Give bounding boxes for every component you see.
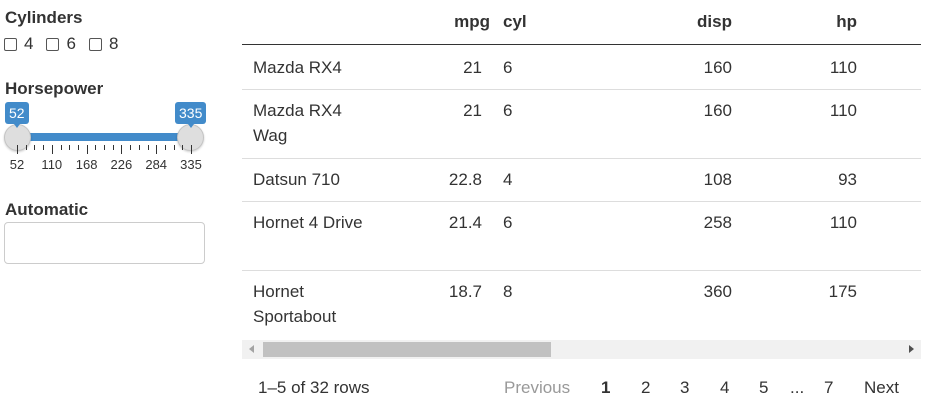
table-row: Datsun 710 22.8 4 108 93 [242,159,921,202]
slider-max-value-tag: 335 [175,102,207,128]
slider-major-tick [86,145,88,154]
checkbox-4-label[interactable]: 4 [24,34,34,53]
slider-minor-tick [34,145,36,150]
cell-hp: 110 [829,58,857,77]
cylinders-checkbox-group: 4 6 8 [4,34,131,54]
slider-major-tick [191,145,192,154]
column-header-hp[interactable]: hp [836,12,857,31]
page-button-5[interactable]: 5 [759,378,769,397]
cell-name: Datsun 710 [253,170,340,189]
cell-disp: 160 [703,58,732,77]
slider-major-tick [51,145,53,154]
cell-mpg: 21.4 [448,213,482,232]
cell-hp: 93 [838,170,857,189]
cell-name: Hornet 4 Drive [253,213,363,232]
page-button-7[interactable]: 7 [824,378,834,397]
slider-handle-max[interactable] [177,124,204,151]
horsepower-range-slider[interactable]: 52 335 52 110 168 226 284 335 [0,100,215,180]
column-header-mpg[interactable]: mpg [454,12,490,31]
slider-minor-tick [130,145,132,150]
column-header-disp[interactable]: disp [697,12,732,31]
page-button-2[interactable]: 2 [641,378,651,397]
slider-minor-tick [164,145,166,150]
table-row: Mazda RX4 Wag 21 6 160 110 [242,90,921,159]
page-button-4[interactable]: 4 [720,378,730,397]
slider-minor-tick [69,145,71,150]
table-row: Hornet 4 Drive 21.4 6 258 110 [242,202,921,271]
slider-minor-tick [182,145,184,150]
slider-grid-label: 110 [41,157,63,172]
cylinders-option-6[interactable]: 6 [46,34,76,54]
cell-cyl: 6 [503,213,513,232]
cell-cyl: 6 [503,101,513,120]
checkbox-4[interactable] [4,37,17,51]
pagination-ellipsis: ... [790,378,805,397]
cell-disp: 160 [703,101,732,120]
scrollbar-thumb[interactable] [263,342,551,357]
slider-grid-label: 335 [180,157,202,172]
cell-cyl: 8 [503,282,513,301]
checkbox-6-label[interactable]: 6 [66,34,76,53]
cell-cyl: 6 [503,58,513,77]
cell-name: Mazda RX4 Wag [253,101,342,145]
slider-grid-label: 168 [75,157,98,172]
filter-sidebar: Cylinders 4 6 8 Horsepower 52 335 52 110 1… [0,0,215,411]
page-button-1[interactable]: 1 [601,378,611,397]
cell-hp: 110 [829,101,857,120]
checkbox-8-label[interactable]: 8 [108,34,119,53]
page-button-3[interactable]: 3 [680,378,690,397]
cell-mpg: 22.8 [448,170,482,189]
data-table: mpg cyl disp hp Mazda RX4 21 6 160 110 M… [242,0,921,340]
cell-mpg: 21 [463,101,482,120]
cell-cyl: 4 [503,170,513,189]
header-divider [242,44,921,45]
slider-grid-ticks [17,145,192,157]
slider-selected-range [17,133,191,141]
cell-disp: 258 [703,213,732,232]
cell-hp: 175 [828,282,857,301]
pagination-next-button[interactable]: Next [864,378,899,397]
column-header-cyl[interactable]: cyl [503,12,527,31]
cell-hp: 110 [829,213,857,232]
slider-minor-tick [173,145,175,150]
slider-minor-tick [112,145,114,150]
automatic-label: Automatic [5,200,89,219]
slider-minor-tick [60,145,62,150]
slider-minor-tick [95,145,97,150]
table-info: 1–5 of 32 rows [258,378,370,397]
checkbox-6[interactable] [46,37,60,51]
cell-mpg: 18.7 [448,282,482,301]
slider-minor-tick [43,145,45,150]
cell-disp: 360 [703,282,732,301]
scroll-left-arrow-icon[interactable] [249,345,254,353]
cell-mpg: 21 [463,58,482,77]
slider-major-tick [121,145,123,154]
slider-minor-tick [104,145,105,150]
slider-minor-tick [25,145,27,150]
slider-major-tick [17,145,18,154]
automatic-input[interactable] [4,222,205,264]
table-row: Mazda RX4 21 6 160 110 [242,45,921,90]
cylinders-option-4[interactable]: 4 [4,34,33,54]
horizontal-scrollbar[interactable] [242,340,921,359]
horsepower-label: Horsepower [5,79,104,98]
cell-name: Mazda RX4 [253,58,342,77]
slider-min-value-tag: 52 [5,102,29,128]
pagination-previous-button[interactable]: Previous [504,378,571,397]
slider-minor-tick [77,145,79,150]
checkbox-8[interactable] [88,37,102,51]
slider-grid-label: 52 [9,157,25,172]
slider-minor-tick [147,145,149,150]
slider-grid-label: 226 [110,157,133,172]
cell-disp: 108 [703,170,732,189]
cylinders-option-8[interactable]: 8 [88,34,119,54]
cell-name: Hornet Sportabout [253,282,337,326]
slider-grid-label: 284 [145,157,168,172]
cylinders-label: Cylinders [5,8,83,27]
slider-major-tick [156,145,158,154]
table-row: Hornet Sportabout 18.7 8 360 175 [242,271,921,340]
scroll-right-arrow-icon[interactable] [909,345,914,353]
slider-minor-tick [138,145,140,150]
